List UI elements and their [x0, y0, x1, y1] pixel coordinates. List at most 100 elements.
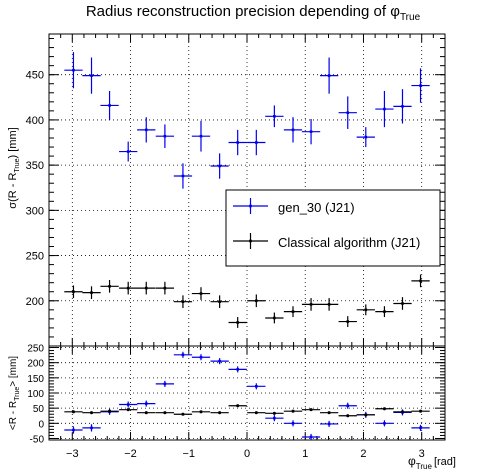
top-classical-marker	[127, 287, 130, 290]
chart-title-sub: True	[400, 12, 421, 23]
bottom-classical-marker	[273, 412, 276, 415]
x-tick-label: 3	[419, 448, 425, 460]
bottom-gen30-point	[265, 415, 283, 421]
bottom-gen30-marker	[127, 403, 130, 406]
bottom-classical-marker	[218, 411, 221, 414]
bottom-gen30-point	[229, 366, 247, 372]
top-y-axis-label: σ(R - RTrue) [mm]	[7, 127, 21, 208]
top-y-tick-label: 350	[26, 160, 44, 172]
bottom-classical-point	[64, 410, 82, 413]
bottom-classical-point	[265, 412, 283, 415]
bottom-classical-point	[320, 411, 338, 414]
bottom-gen30-marker	[72, 429, 75, 432]
top-gen30-point	[284, 117, 302, 142]
bottom-gen30-marker	[419, 427, 422, 430]
top-gen30-marker	[383, 108, 386, 111]
top-gen30-marker	[182, 175, 185, 178]
top-gen30-point	[137, 117, 155, 142]
bottom-y-tick-label: 100	[27, 389, 44, 400]
top-classical-point	[119, 282, 137, 295]
top-classical-marker	[72, 290, 75, 293]
bottom-gen30-point	[284, 420, 302, 426]
bottom-gen30-marker	[200, 356, 203, 359]
top-classical-marker	[145, 287, 148, 290]
top-classical-point	[357, 304, 375, 315]
top-gen30-point	[357, 127, 375, 147]
top-classical-marker	[218, 300, 221, 303]
top-classical-point	[265, 313, 283, 324]
bottom-gen30-point	[156, 381, 174, 387]
top-classical-marker	[90, 291, 93, 294]
bottom-gen30-point	[411, 425, 429, 431]
top-gen30-marker	[419, 84, 422, 87]
top-classical-marker	[292, 310, 295, 313]
bottom-gen30-marker	[236, 368, 239, 371]
top-y-tick-label: 450	[26, 70, 44, 82]
legend-label-classical: Classical algorithm (J21)	[278, 235, 420, 250]
top-classical-marker	[328, 303, 331, 306]
top-classical-marker	[108, 285, 111, 288]
top-gen30-marker	[236, 141, 239, 144]
top-classical-marker	[164, 287, 167, 290]
bottom-classical-marker	[182, 413, 185, 416]
bottom-gen30-marker	[255, 385, 258, 388]
bottom-classical-point	[174, 413, 192, 416]
top-classical-marker	[236, 321, 239, 324]
top-gen30-marker	[346, 111, 349, 114]
bottom-classical-marker	[164, 411, 167, 414]
x-tick-label: −1	[182, 448, 195, 460]
top-gen30-point	[320, 58, 338, 94]
bottom-y-axis-label: <R - RTrue> [mm]	[8, 356, 21, 430]
bottom-classical-point	[302, 408, 320, 411]
top-classical-marker	[255, 299, 258, 302]
bottom-classical-marker	[310, 408, 313, 411]
bottom-classical-point	[411, 410, 429, 413]
bottom-y-tick-label: 200	[27, 359, 44, 370]
chart-title-symbol: φ	[390, 3, 400, 20]
bottom-classical-marker	[145, 411, 148, 414]
x-tick-label: 1	[302, 448, 308, 460]
top-y-tick-label: 250	[26, 251, 44, 263]
top-gen30-marker	[273, 115, 276, 118]
x-tick-label: 0	[244, 448, 250, 460]
bottom-gen30-point	[302, 434, 320, 440]
x-tick-label: −2	[124, 448, 137, 460]
x-tick-label: 2	[360, 448, 366, 460]
top-classical-marker	[365, 309, 368, 312]
x-axis-label-sub: True	[416, 462, 433, 471]
top-gen30-marker	[200, 135, 203, 138]
bottom-y-axis-label-end: > [mm]	[8, 356, 19, 387]
bottom-gen30-point	[375, 420, 393, 426]
bottom-panel-ticks: -50050100150200250−3 −2 −1 0 1 2 3	[27, 344, 445, 460]
bottom-classical-marker	[401, 411, 404, 414]
chart-title-text: Radius reconstruction precision dependin…	[86, 3, 387, 20]
bottom-gen30-point	[174, 352, 192, 358]
bottom-gen30-point	[82, 424, 100, 431]
top-gen30-point	[174, 163, 192, 188]
bottom-classical-point	[247, 411, 265, 414]
legend-label-gen30: gen_30 (J21)	[278, 200, 355, 215]
top-classical-point	[82, 286, 100, 299]
top-gen30-marker	[90, 74, 93, 77]
bottom-gen30-marker	[328, 423, 331, 426]
bottom-gen30-point	[192, 354, 210, 360]
bottom-gen30-marker	[346, 404, 349, 407]
top-gen30-marker	[328, 74, 331, 77]
top-classical-point	[320, 298, 338, 311]
top-classical-point	[156, 282, 174, 295]
top-gen30-point	[100, 91, 118, 120]
top-classical-marker	[419, 280, 422, 283]
top-gen30-marker	[310, 130, 313, 133]
top-gen30-marker	[164, 135, 167, 138]
bottom-y-tick-label: 0	[38, 419, 44, 430]
top-gen30-point	[156, 124, 174, 148]
top-gen30-marker	[145, 129, 148, 132]
top-y-tick-label: 400	[26, 115, 44, 127]
bottom-classical-point	[284, 410, 302, 413]
bottom-gen30-marker	[90, 427, 93, 430]
top-classical-point	[247, 294, 265, 307]
top-gen30-point	[247, 130, 265, 155]
bottom-classical-marker	[419, 410, 422, 413]
top-classical-point	[192, 287, 210, 300]
